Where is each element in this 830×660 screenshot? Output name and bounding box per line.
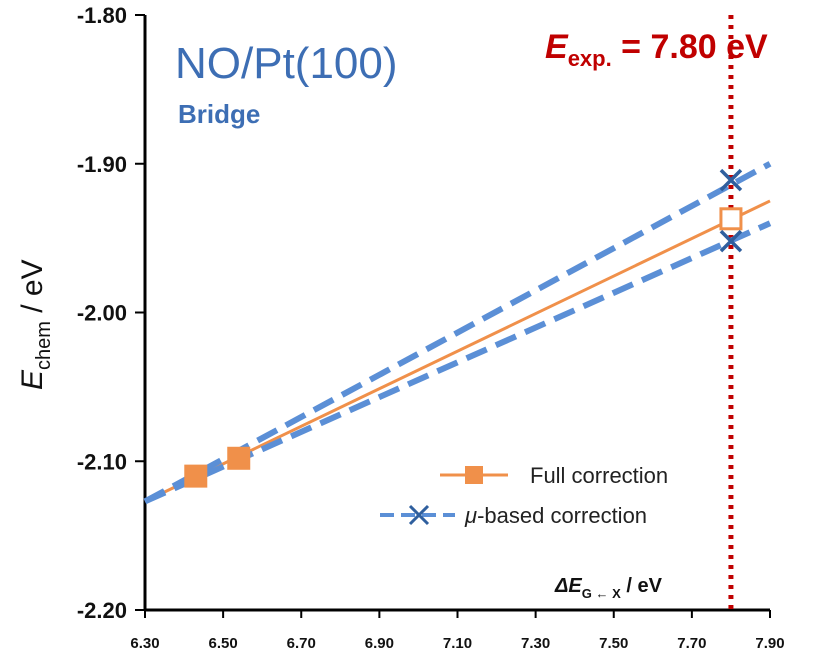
legend-full-label: Full correction (530, 463, 668, 488)
y-tick-label: -2.20 (77, 598, 127, 623)
x-tick-label: 7.10 (443, 635, 472, 652)
x-tick-label: 6.70 (287, 635, 316, 652)
y-tick-label: -1.80 (77, 3, 127, 28)
legend-mu-prefix: μ (464, 503, 477, 528)
ylabel-sub: chem (33, 321, 55, 370)
xlabel-sub: G ← X (582, 586, 621, 601)
y-ticks: -1.80 -1.90 -2.00 -2.10 -2.20 (77, 3, 145, 623)
series-0-point-2 (719, 207, 743, 231)
x-marker-stroke (719, 229, 743, 253)
series-layer (143, 161, 772, 505)
ylabel-main: E (16, 369, 49, 390)
x-tick-label: 7.50 (599, 635, 628, 652)
xlabel-unit: / eV (621, 575, 663, 597)
x-tick-label: 7.70 (677, 635, 706, 652)
exp-label-value: = 7.80 eV (612, 28, 768, 66)
x-tick-label: 7.30 (521, 635, 550, 652)
y-tick-label: -2.10 (77, 449, 127, 474)
legend: Full correction μ-based correction (380, 463, 668, 528)
series-0-point-0 (184, 464, 208, 488)
x-ticks: 6.30 6.50 6.70 6.90 7.10 7.30 7.50 7.70 7.90 (130, 610, 785, 652)
legend-full-marker (465, 466, 483, 484)
series-2-point-0 (719, 229, 743, 253)
exp-label-main: E (545, 28, 569, 66)
legend-mu-rest: -based correction (477, 503, 647, 528)
legend-mu-marker (408, 504, 430, 526)
series-line-1 (143, 161, 772, 505)
experimental-label: Eexp. = 7.80 eV (545, 28, 768, 71)
series-1-point-0 (719, 168, 743, 192)
chart-subtitle: Bridge (178, 99, 260, 129)
chart-title: NO/Pt(100) (175, 39, 398, 88)
exp-label-sub: exp. (568, 46, 612, 71)
x-tick-label: 7.90 (755, 635, 784, 652)
x-tick-label: 6.90 (365, 635, 394, 652)
y-axis-label: Echem / eV (16, 259, 55, 390)
x-axis-label: ΔEG ← X / eV (554, 575, 663, 601)
y-tick-label: -1.90 (77, 152, 127, 177)
x-tick-label: 6.30 (130, 635, 159, 652)
x-marker-stroke (719, 168, 743, 192)
series-0-point-1 (227, 446, 251, 470)
x-tick-label: 6.50 (209, 635, 238, 652)
legend-mu-label: μ-based correction (464, 503, 647, 528)
ylabel-unit: / eV (16, 259, 49, 321)
y-tick-label: -2.00 (77, 301, 127, 326)
xlabel-main: ΔE (554, 575, 582, 597)
